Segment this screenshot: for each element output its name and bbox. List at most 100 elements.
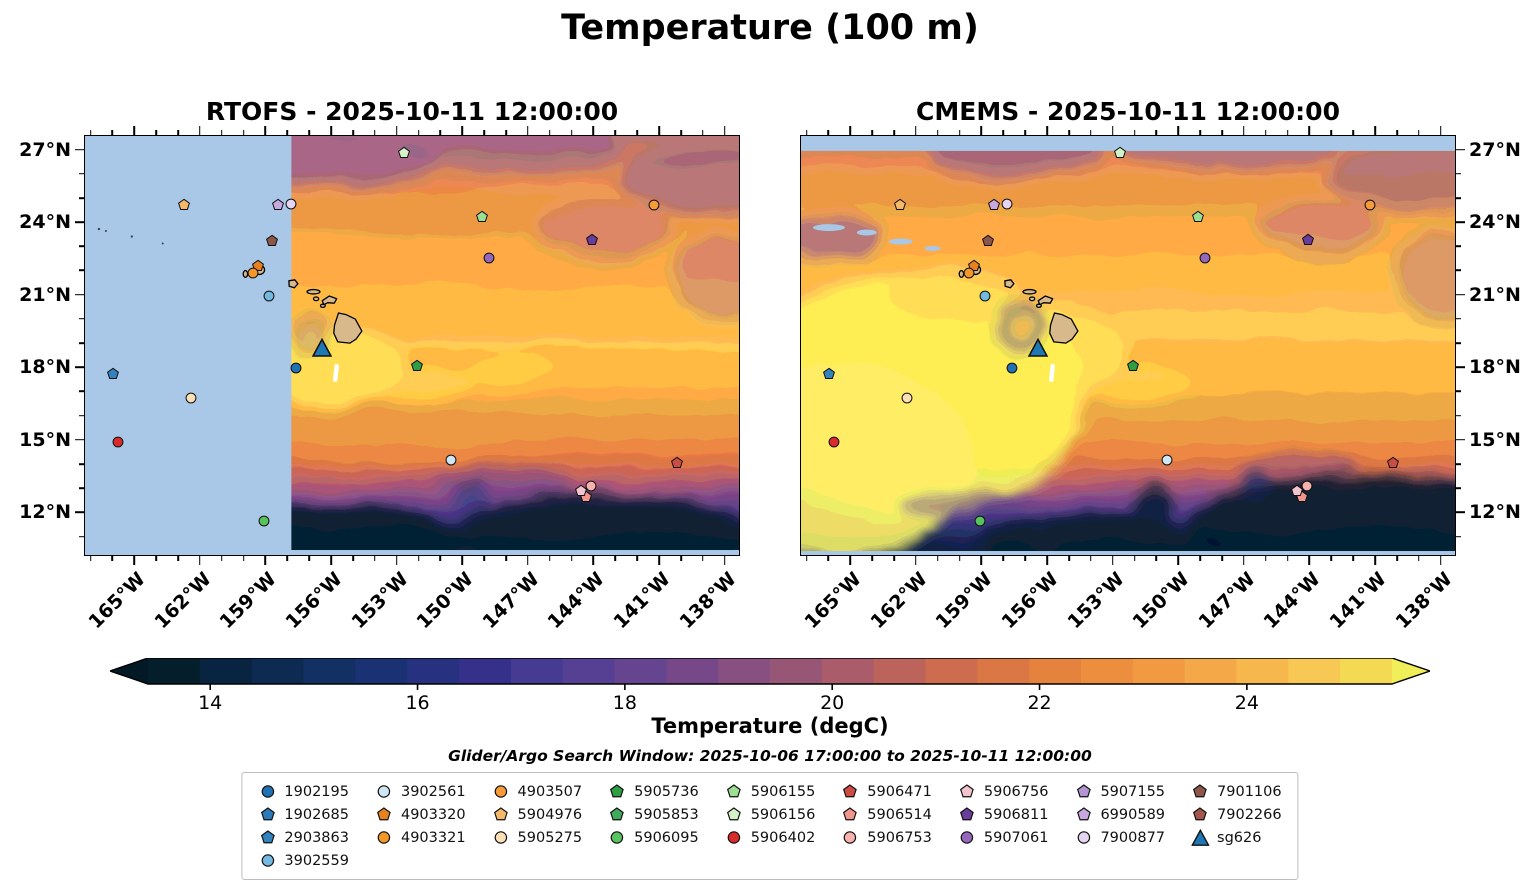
colorbar-tick-label: 16 <box>405 692 430 714</box>
legend-item-5906753: 5906753 <box>841 828 932 847</box>
tick-mark <box>1418 556 1420 561</box>
pentagon-marker-icon <box>725 784 743 799</box>
legend-item-7901106: 7901106 <box>1191 782 1282 801</box>
tick-mark <box>548 556 551 561</box>
x-tick-label: 147°W <box>1194 568 1260 634</box>
legend-column: 4903507 5904976 5905275 <box>492 782 582 870</box>
tick-mark <box>1374 556 1376 565</box>
tick-mark <box>417 130 420 135</box>
tick-mark <box>308 130 311 135</box>
float-marker-5906753 <box>1300 480 1313 493</box>
x-tick-label: 141°W <box>609 568 675 634</box>
float-marker-3902559 <box>263 290 276 303</box>
tick-mark <box>636 556 639 561</box>
colorbar-tick-label: 18 <box>612 692 637 714</box>
x-tick-label: 147°W <box>478 568 544 634</box>
legend-item-5905275: 5905275 <box>492 828 582 847</box>
tick-mark <box>79 487 84 490</box>
tick-mark <box>79 463 84 465</box>
pentagon-marker-icon <box>375 807 393 822</box>
y-tick-label: 15°N <box>19 428 71 451</box>
float-marker-6990589 <box>987 198 1000 211</box>
float-marker-5906156 <box>398 146 411 159</box>
x-tick-label: 159°W <box>215 568 282 634</box>
tick-mark <box>79 390 84 393</box>
tick-mark <box>827 130 830 135</box>
tick-mark <box>79 197 84 199</box>
x-tick-label: 156°W <box>281 568 347 634</box>
tick-mark <box>1111 556 1114 565</box>
tick-mark <box>1090 556 1092 561</box>
map-area-rtofs <box>84 135 740 556</box>
float-marker-5906753 <box>584 480 597 493</box>
tick-mark <box>264 556 267 565</box>
tick-mark <box>483 130 485 135</box>
tick-mark <box>614 130 617 135</box>
legend-item-5906756: 5906756 <box>958 782 1048 801</box>
triangle-marker-icon <box>1191 828 1210 847</box>
tick-mark <box>915 556 917 565</box>
tick-mark <box>220 130 223 135</box>
colorbar-tick-label: 20 <box>820 692 845 714</box>
tick-mark <box>1456 221 1465 223</box>
float-marker-sg626 <box>1027 337 1048 358</box>
tick-mark <box>1046 126 1048 135</box>
legend-label: 7901106 <box>1217 783 1282 800</box>
circle-marker-icon <box>841 830 859 845</box>
tick-mark <box>75 366 84 369</box>
float-marker-5905275 <box>184 392 197 405</box>
tick-mark <box>111 130 114 135</box>
colorbar: 14 16 18 20 22 24 <box>110 658 1430 716</box>
tick-mark <box>286 130 289 135</box>
tick-mark <box>1155 130 1158 135</box>
legend-label: 6990589 <box>1100 806 1166 823</box>
tick-mark <box>680 130 682 135</box>
tick-mark <box>461 556 464 565</box>
circle-marker-icon <box>258 853 276 868</box>
tick-mark <box>461 126 464 135</box>
legend-column: 1902195 1902685 2903863 3902559 <box>258 782 349 870</box>
float-marker-5905736 <box>411 359 424 372</box>
legend-item-3902561: 3902561 <box>375 782 466 801</box>
tick-mark <box>1221 556 1223 561</box>
legend-column: 7901106 7902266 sg626 <box>1191 782 1282 870</box>
tick-mark <box>936 556 939 561</box>
subplot-title-cmems: CMEMS - 2025-10-11 12:00:00 <box>916 97 1340 126</box>
tick-mark <box>1456 414 1461 417</box>
pentagon-marker-icon <box>841 807 859 822</box>
legend-label: 5906155 <box>750 783 816 800</box>
tick-mark <box>805 130 808 135</box>
x-tick-label: 150°W <box>1128 568 1194 634</box>
float-marker-5906471 <box>1386 457 1399 470</box>
pentagon-marker-icon <box>608 807 626 822</box>
legend-item-5906471: 5906471 <box>841 782 932 801</box>
tick-mark <box>1456 487 1461 490</box>
legend-label: 3902559 <box>284 852 349 869</box>
pentagon-marker-icon <box>258 807 276 822</box>
tick-mark <box>1090 130 1092 135</box>
float-marker-4903320 <box>968 259 981 273</box>
float-marker-1902195 <box>290 362 303 375</box>
tick-mark <box>242 130 245 135</box>
tick-mark <box>1199 130 1201 135</box>
float-marker-5904976 <box>894 198 907 211</box>
legend-item-7902266: 7902266 <box>1191 805 1282 824</box>
legend-label: 1902195 <box>284 783 349 800</box>
legend-item-5906811: 5906811 <box>958 805 1048 824</box>
float-marker-5904976 <box>178 198 191 211</box>
float-marker-7901106 <box>982 234 995 247</box>
tick-mark <box>592 556 595 565</box>
x-tick-label: 141°W <box>1325 568 1391 634</box>
y-tick-label: 21°N <box>1469 283 1521 306</box>
tick-mark <box>723 126 726 135</box>
legend-item-4903321: 4903321 <box>375 828 466 847</box>
tick-mark <box>330 556 332 565</box>
tick-mark <box>1002 130 1005 135</box>
tick-mark <box>374 556 376 561</box>
legend-item-3902559: 3902559 <box>258 851 349 870</box>
pentagon-marker-icon <box>725 807 743 822</box>
float-marker-sg626 <box>311 337 332 358</box>
tick-mark <box>220 556 223 561</box>
legend-label: 1902685 <box>284 806 349 823</box>
